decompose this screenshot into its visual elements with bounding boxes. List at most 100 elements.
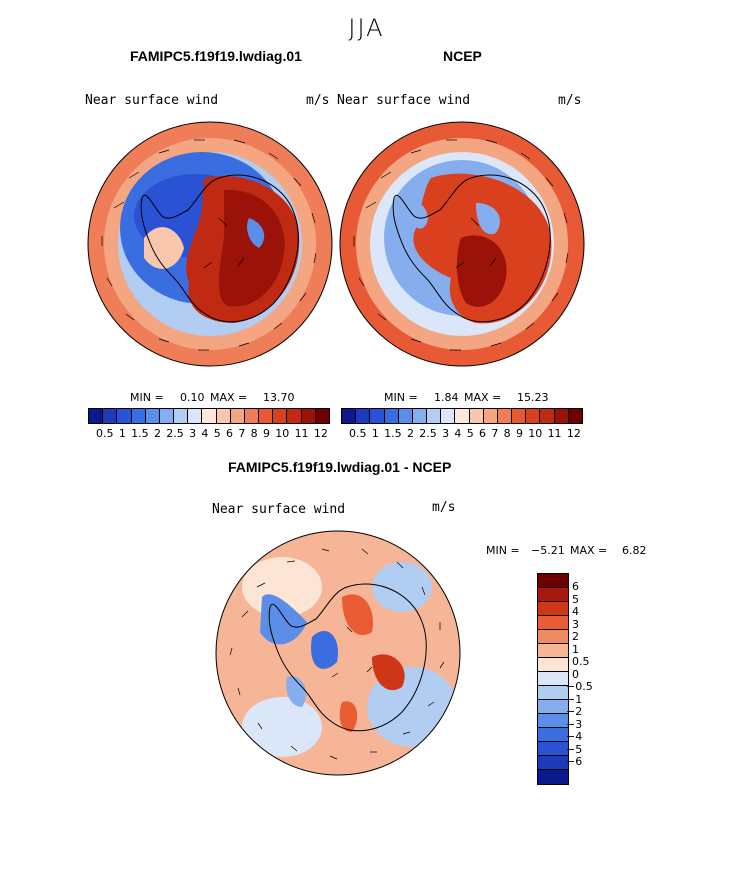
colorbar-tick-label: 0.5 bbox=[349, 427, 367, 440]
colorbar-tick-label: 2.5 bbox=[419, 427, 437, 440]
colorbar-diff-tick-label: −6 bbox=[566, 755, 583, 768]
colorbar-swatch bbox=[455, 409, 470, 423]
season-title: JJA bbox=[348, 14, 385, 42]
colorbar-tick-label: 1 bbox=[118, 427, 126, 440]
colorbar-swatch bbox=[188, 409, 203, 423]
panel-2-title: NCEP bbox=[443, 48, 482, 64]
colorbar-tick-label: 10 bbox=[275, 427, 290, 440]
colorbar-swatch bbox=[568, 409, 582, 423]
colorbar-swatch bbox=[103, 409, 118, 423]
colorbar-diff-tick-label: −5 bbox=[566, 742, 583, 756]
colorbar-diff-swatch bbox=[538, 756, 568, 770]
colorbar-diff-tick-label: 6 bbox=[572, 580, 579, 593]
colorbar-2 bbox=[341, 408, 583, 424]
diff-max-label: MAX = bbox=[570, 544, 608, 557]
panel-1-min-value: 0.10 bbox=[180, 391, 205, 404]
colorbar-swatch bbox=[315, 409, 329, 423]
colorbar-diff-swatch bbox=[538, 714, 568, 728]
colorbar-swatch bbox=[497, 409, 513, 423]
colorbar-diff-swatch bbox=[538, 770, 568, 784]
colorbar-swatch bbox=[117, 409, 132, 423]
colorbar-swatch bbox=[512, 409, 527, 423]
colorbar-tick-label: 1.5 bbox=[384, 427, 402, 440]
colorbar-swatch bbox=[469, 409, 484, 423]
colorbar-2-ticks: 0.5 1 1.5 2 2.5 3 4 5 6 7 8 9 10 11 12 bbox=[349, 427, 581, 440]
colorbar-tick-label: 12 bbox=[313, 427, 328, 440]
colorbar-tick-label: 5 bbox=[466, 427, 474, 440]
colorbar-swatch bbox=[412, 409, 428, 423]
colorbar-diff-tick-label: 2 bbox=[572, 630, 579, 643]
colorbar-swatch bbox=[441, 409, 456, 423]
colorbar-diff-swatch bbox=[538, 588, 568, 602]
colorbar-tick-label: 2 bbox=[406, 427, 414, 440]
panel-1-units: m/s bbox=[306, 93, 330, 108]
colorbar-diff-tick-label: 5 bbox=[572, 592, 579, 606]
colorbar-swatch bbox=[287, 409, 302, 423]
colorbar-swatch bbox=[145, 409, 160, 423]
colorbar-swatch bbox=[540, 409, 555, 423]
panel-2-map bbox=[339, 121, 585, 367]
colorbar-swatch bbox=[526, 409, 541, 423]
colorbar-diff-swatch bbox=[538, 630, 568, 644]
colorbar-diff-swatch bbox=[538, 644, 568, 658]
panel-2-max-value: 15.23 bbox=[517, 391, 549, 404]
colorbar-swatch bbox=[342, 409, 357, 423]
panel-1-max-value: 13.70 bbox=[263, 391, 295, 404]
colorbar-tick-label: 3 bbox=[442, 427, 450, 440]
colorbar-swatch bbox=[244, 409, 260, 423]
colorbar-swatch bbox=[89, 409, 104, 423]
colorbar-swatch bbox=[427, 409, 442, 423]
colorbar-tick-label: 7 bbox=[491, 427, 499, 440]
colorbar-tick-label: 11 bbox=[547, 427, 562, 440]
panel-2-units: m/s bbox=[558, 93, 582, 108]
colorbar-swatch bbox=[273, 409, 288, 423]
diff-max-value: 6.82 bbox=[622, 544, 647, 557]
panel-2-variable: Near surface wind bbox=[337, 93, 471, 108]
colorbar-tick-label: 2.5 bbox=[166, 427, 184, 440]
colorbar-swatch bbox=[259, 409, 274, 423]
colorbar-diff-swatch bbox=[538, 742, 568, 756]
colorbar-tick-label: 11 bbox=[294, 427, 309, 440]
colorbar-tick-label: 10 bbox=[528, 427, 543, 440]
colorbar-diff-swatch bbox=[538, 574, 568, 588]
colorbar-1-ticks: 0.5 1 1.5 2 2.5 3 4 5 6 7 8 9 10 11 12 bbox=[96, 427, 328, 440]
colorbar-swatch bbox=[159, 409, 175, 423]
colorbar-diff-tick-label: −4 bbox=[566, 730, 583, 743]
colorbar-diff-swatch bbox=[538, 672, 568, 686]
panel-1-map bbox=[87, 121, 333, 367]
colorbar-tick-label: 6 bbox=[226, 427, 233, 440]
diff-min-value: −5.21 bbox=[531, 544, 565, 557]
colorbar-diff-tick-label: 0 bbox=[572, 667, 579, 681]
colorbar-tick-label: 9 bbox=[515, 427, 523, 440]
colorbar-diff-swatch bbox=[538, 616, 568, 630]
colorbar-swatch bbox=[554, 409, 569, 423]
colorbar-diff-tick-label: −3 bbox=[566, 717, 583, 731]
colorbar-tick-label: 4 bbox=[201, 427, 209, 440]
colorbar-diff-tick-label: −0.5 bbox=[566, 680, 593, 693]
colorbar-diff-tick-label: −2 bbox=[566, 705, 583, 718]
diff-panel-map bbox=[215, 530, 461, 776]
colorbar-diff-tick-label: 4 bbox=[572, 605, 579, 618]
colorbar-diff-tick-label: 1 bbox=[572, 642, 579, 656]
diff-min-label: MIN = bbox=[486, 544, 520, 557]
colorbar-swatch bbox=[131, 409, 146, 423]
colorbar-tick-label: 1 bbox=[371, 427, 379, 440]
colorbar-diff-swatch bbox=[538, 728, 568, 742]
colorbar-diff-tick-label: 0.5 bbox=[572, 655, 590, 668]
colorbar-tick-label: 5 bbox=[213, 427, 221, 440]
colorbar-diff bbox=[537, 573, 569, 785]
diff-panel-variable: Near surface wind bbox=[212, 502, 346, 517]
colorbar-swatch bbox=[398, 409, 413, 423]
diff-panel-title: FAMIPC5.f19f19.lwdiag.01 - NCEP bbox=[228, 459, 452, 475]
colorbar-diff-swatch bbox=[538, 686, 568, 700]
colorbar-tick-label: 2 bbox=[153, 427, 161, 440]
colorbar-tick-label: 1.5 bbox=[131, 427, 149, 440]
colorbar-diff-tick-label: −1 bbox=[566, 692, 583, 706]
panel-2-min-value: 1.84 bbox=[434, 391, 459, 404]
colorbar-tick-label: 12 bbox=[566, 427, 581, 440]
colorbar-1 bbox=[88, 408, 330, 424]
colorbar-tick-label: 8 bbox=[503, 427, 511, 440]
diff-panel-units: m/s bbox=[432, 500, 456, 515]
colorbar-swatch bbox=[230, 409, 245, 423]
colorbar-tick-label: 8 bbox=[250, 427, 258, 440]
